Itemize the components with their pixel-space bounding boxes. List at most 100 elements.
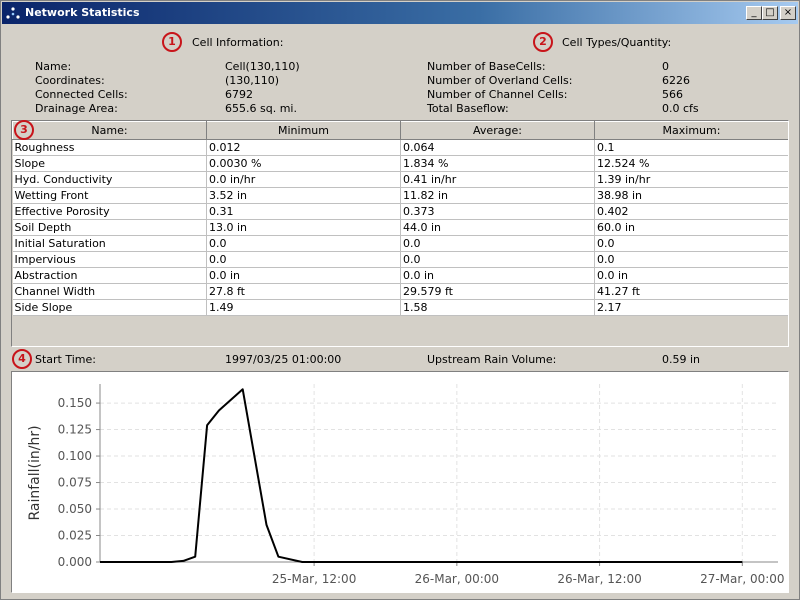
table-cell-minimum: 0.0 in bbox=[206, 267, 401, 284]
table-cell-maximum: 0.0 bbox=[594, 251, 788, 268]
base-cells-value: 0 bbox=[662, 60, 669, 73]
table-cell-name: Slope bbox=[12, 155, 207, 172]
table-cell-name: Roughness bbox=[12, 139, 207, 156]
table-row[interactable]: Hyd. Conductivity 0.0 in/hr 0.41 in/hr 1.39… bbox=[12, 171, 788, 188]
y-tick-label: 0.150 bbox=[58, 396, 92, 410]
table-cell-minimum: 0.0030 % bbox=[206, 155, 401, 172]
x-tick-label: 26-Mar, 12:00 bbox=[557, 572, 641, 586]
y-tick-label: 0.025 bbox=[58, 529, 92, 543]
table-cell-maximum: 41.27 ft bbox=[594, 283, 788, 300]
total-baseflow-label: Total Baseflow: bbox=[427, 102, 509, 115]
table-cell-average: 0.0 bbox=[400, 251, 595, 268]
y-tick-label: 0.100 bbox=[58, 449, 92, 463]
network-icon bbox=[6, 7, 20, 19]
table-cell-name: Soil Depth bbox=[12, 219, 207, 236]
table-row[interactable]: Roughness 0.012 0.064 0.1 bbox=[12, 139, 788, 156]
table-cell-maximum: 38.98 in bbox=[594, 187, 788, 204]
marker-3: 3 bbox=[14, 120, 34, 140]
table-cell-average: 0.373 bbox=[400, 203, 595, 220]
minimize-button[interactable]: _ bbox=[746, 6, 762, 20]
overland-cells-label: Number of Overland Cells: bbox=[427, 74, 573, 87]
connected-cells-label: Connected Cells: bbox=[35, 88, 128, 101]
cell-name-label: Name: bbox=[35, 60, 72, 73]
overland-cells-value: 6226 bbox=[662, 74, 690, 87]
base-cells-label: Number of BaseCells: bbox=[427, 60, 546, 73]
table-cell-maximum: 2.17 bbox=[594, 299, 788, 316]
table-cell-maximum: 0.0 in bbox=[594, 267, 788, 284]
rainfall-chart-svg: 0.000 0.025 0.050 0.075 0.100 0.125 0.150 25-Ma… bbox=[27, 384, 785, 586]
total-baseflow-value: 0.0 cfs bbox=[662, 102, 699, 115]
table-cell-name: Abstraction bbox=[12, 267, 207, 284]
table-cell-average: 1.58 bbox=[400, 299, 595, 316]
rainfall-series-line bbox=[100, 388, 743, 563]
table-cell-average: 1.834 % bbox=[400, 155, 595, 172]
table-cell-average: 44.0 in bbox=[400, 219, 595, 236]
table-cell-minimum: 0.0 in/hr bbox=[206, 171, 401, 188]
drainage-area-value: 655.6 sq. mi. bbox=[225, 102, 297, 115]
table-cell-maximum: 1.39 in/hr bbox=[594, 171, 788, 188]
table-cell-name: Impervious bbox=[12, 251, 207, 268]
table-cell-average: 11.82 in bbox=[400, 187, 595, 204]
table-cell-minimum: 3.52 in bbox=[206, 187, 401, 204]
y-tick-label: 0.075 bbox=[58, 476, 92, 490]
table-cell-average: 0.0 bbox=[400, 235, 595, 252]
table-cell-minimum: 0.0 bbox=[206, 251, 401, 268]
start-time-label: Start Time: bbox=[35, 353, 96, 366]
table-header-row: Name: Minimum Average: Maximum: bbox=[12, 121, 788, 140]
rain-volume-label: Upstream Rain Volume: bbox=[427, 353, 557, 366]
close-button[interactable]: × bbox=[780, 6, 796, 20]
table-cell-minimum: 1.49 bbox=[206, 299, 401, 316]
table-cell-minimum: 13.0 in bbox=[206, 219, 401, 236]
drainage-area-label: Drainage Area: bbox=[35, 102, 118, 115]
table-row[interactable]: Channel Width 27.8 ft 29.579 ft 41.27 ft bbox=[12, 283, 788, 300]
coordinates-label: Coordinates: bbox=[35, 74, 105, 87]
table-cell-maximum: 60.0 in bbox=[594, 219, 788, 236]
table-row[interactable]: Wetting Front 3.52 in 11.82 in 38.98 in bbox=[12, 187, 788, 204]
table-row[interactable]: Impervious 0.0 0.0 0.0 bbox=[12, 251, 788, 268]
table-row[interactable]: Side Slope 1.49 1.58 2.17 bbox=[12, 299, 788, 316]
table-cell-name: Initial Saturation bbox=[12, 235, 207, 252]
table-cell-average: 0.41 in/hr bbox=[400, 171, 595, 188]
start-time-value: 1997/03/25 01:00:00 bbox=[225, 353, 342, 366]
table-row[interactable]: Effective Porosity 0.31 0.373 0.402 bbox=[12, 203, 788, 220]
connected-cells-value: 6792 bbox=[225, 88, 253, 101]
table-row[interactable]: Initial Saturation 0.0 0.0 0.0 bbox=[12, 235, 788, 252]
parameter-table[interactable]: Name: Minimum Average: Maximum: Roughnes… bbox=[11, 120, 789, 347]
y-tick-label: 0.050 bbox=[58, 502, 92, 516]
cell-info-heading: Cell Information: bbox=[192, 36, 284, 49]
column-header-name[interactable]: Name: bbox=[12, 121, 207, 140]
x-tick-label: 26-Mar, 00:00 bbox=[415, 572, 499, 586]
coordinates-value: (130,110) bbox=[225, 74, 280, 87]
maximize-button[interactable]: □ bbox=[762, 6, 778, 20]
channel-cells-label: Number of Channel Cells: bbox=[427, 88, 568, 101]
table-cell-maximum: 0.1 bbox=[594, 139, 788, 156]
column-header-average[interactable]: Average: bbox=[400, 121, 595, 140]
table-cell-average: 0.064 bbox=[400, 139, 595, 156]
table-cell-name: Wetting Front bbox=[12, 187, 207, 204]
table-cell-minimum: 0.0 bbox=[206, 235, 401, 252]
table-cell-name: Effective Porosity bbox=[12, 203, 207, 220]
column-header-maximum[interactable]: Maximum: bbox=[594, 121, 788, 140]
marker-1: 1 bbox=[162, 32, 182, 52]
rainfall-chart[interactable]: 0.000 0.025 0.050 0.075 0.100 0.125 0.150 25-Ma… bbox=[11, 371, 789, 593]
table-cell-name: Channel Width bbox=[12, 283, 207, 300]
table-cell-average: 0.0 in bbox=[400, 267, 595, 284]
table-row[interactable]: Slope 0.0030 % 1.834 % 12.524 % bbox=[12, 155, 788, 172]
table-cell-minimum: 0.31 bbox=[206, 203, 401, 220]
table-cell-minimum: 27.8 ft bbox=[206, 283, 401, 300]
table-cell-name: Side Slope bbox=[12, 299, 207, 316]
marker-4: 4 bbox=[12, 349, 32, 369]
title-bar[interactable]: Network Statistics _ □ × bbox=[2, 2, 798, 24]
table-cell-maximum: 12.524 % bbox=[594, 155, 788, 172]
table-row[interactable]: Soil Depth 13.0 in 44.0 in 60.0 in bbox=[12, 219, 788, 236]
table-cell-average: 29.579 ft bbox=[400, 283, 595, 300]
cell-name-value: Cell(130,110) bbox=[225, 60, 300, 73]
window-title: Network Statistics bbox=[25, 6, 140, 19]
column-header-minimum[interactable]: Minimum bbox=[206, 121, 401, 140]
table-cell-maximum: 0.0 bbox=[594, 235, 788, 252]
x-tick-label: 25-Mar, 12:00 bbox=[272, 572, 356, 586]
cell-types-heading: Cell Types/Quantity: bbox=[562, 36, 672, 49]
table-row[interactable]: Abstraction 0.0 in 0.0 in 0.0 in bbox=[12, 267, 788, 284]
y-tick-label: 0.125 bbox=[58, 423, 92, 437]
